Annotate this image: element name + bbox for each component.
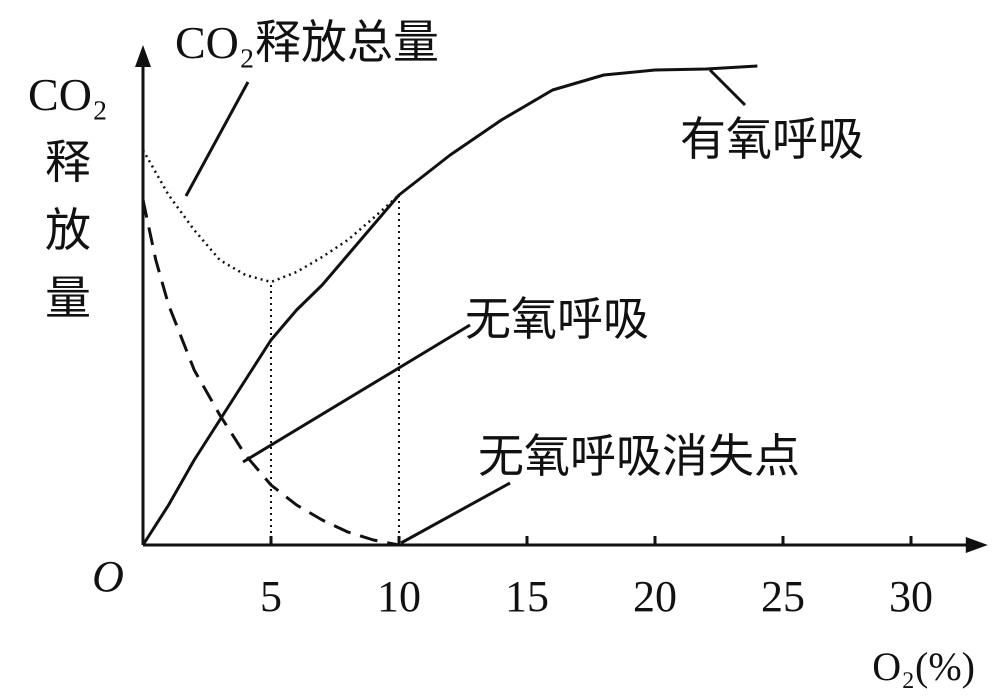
x-axis-label: O₂(%): [872, 644, 975, 689]
series-line: [141, 149, 400, 284]
x-tick-label: 20: [633, 572, 677, 621]
y-axis-label: CO₂ 释放量: [28, 69, 108, 324]
series-label: 有氧呼吸: [680, 114, 864, 165]
x-tick-label: 15: [505, 572, 549, 621]
x-tick-label: 10: [377, 572, 421, 621]
leader-line: [184, 81, 250, 197]
x-axis-arrow: [965, 537, 988, 553]
y-axis-arrow: [135, 45, 151, 67]
series-line: [141, 199, 400, 547]
origin-label: O: [92, 552, 124, 601]
leader-line: [400, 481, 511, 545]
x-tick-label: 5: [260, 572, 282, 621]
series-label: 无氧呼吸: [465, 294, 649, 345]
leader-line: [708, 68, 747, 107]
series-line: [141, 64, 758, 546]
annotation: 无氧呼吸消失点: [478, 431, 800, 482]
x-tick-label: 25: [761, 572, 805, 621]
x-tick-label: 30: [889, 572, 933, 621]
series-label: CO₂释放总量: [175, 17, 439, 68]
leader-line: [242, 323, 471, 464]
